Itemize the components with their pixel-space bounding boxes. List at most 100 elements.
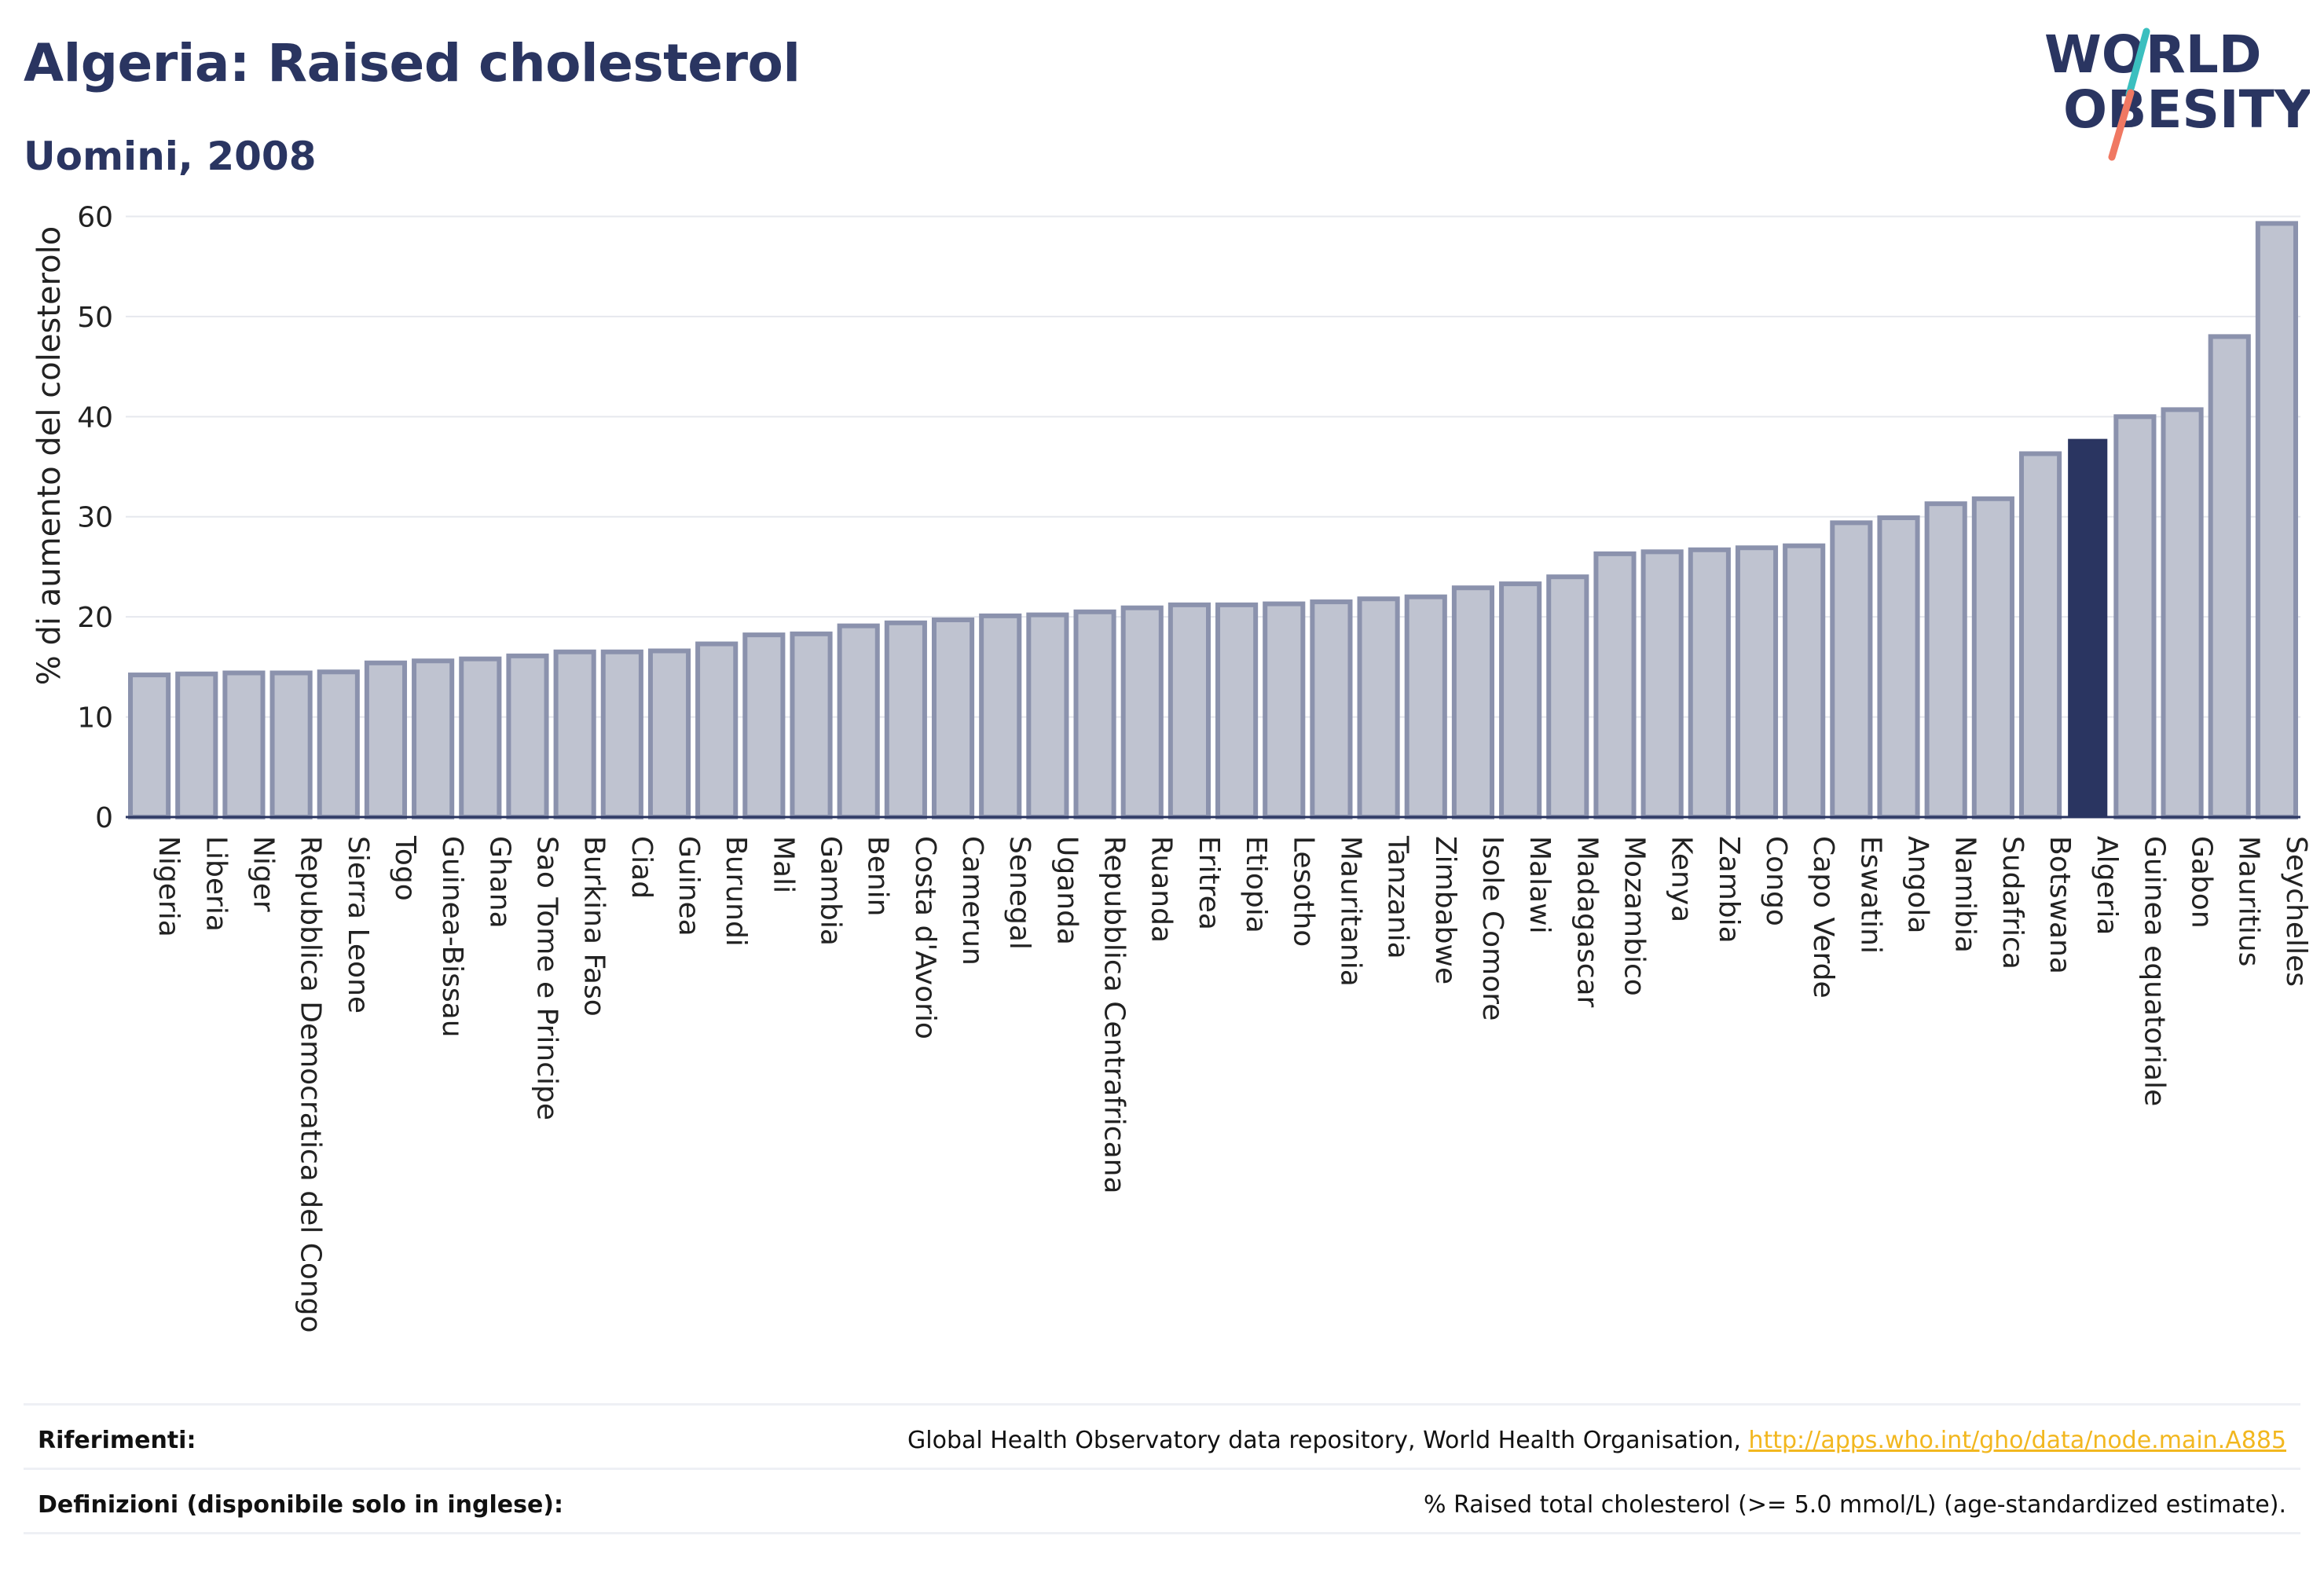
x-tick-label: Algeria: [2091, 836, 2123, 936]
world-obesity-logo: WORLD OBESITY: [2044, 24, 2310, 161]
x-tick-label: Eswatini: [1854, 836, 1886, 954]
bar: [647, 648, 691, 820]
footer-divider-bottom: [24, 1532, 2300, 1534]
x-tick-label: Mozambico: [1618, 836, 1650, 996]
bar: [1026, 612, 1069, 819]
bar: [222, 670, 266, 819]
bar: [742, 632, 786, 820]
bar: [506, 653, 549, 820]
bar: [884, 620, 927, 819]
x-tick-label: Kenya: [1666, 836, 1698, 922]
x-tick-label: Zambia: [1713, 836, 1745, 944]
bar: [1593, 551, 1637, 819]
bar: [2161, 407, 2204, 819]
x-tick-label: Burundi: [720, 836, 752, 947]
bar: [837, 623, 880, 819]
y-tick-label: 30: [77, 502, 113, 534]
bar: [2208, 334, 2251, 819]
x-tick-label: Gabon: [2186, 836, 2218, 929]
references-label: Riferimenti:: [38, 1427, 196, 1454]
y-tick-label: 0: [95, 802, 113, 834]
x-tick-label: Ciad: [625, 836, 658, 899]
x-tick-label: Guinea-Bissau: [436, 836, 468, 1038]
x-tick-label: Tanzania: [1382, 835, 1414, 959]
bar: [979, 613, 1022, 819]
x-tick-label: Sudafrica: [1996, 836, 2029, 969]
logo-slash-teal: [2125, 27, 2150, 98]
bar: [269, 670, 313, 819]
x-tick-label: Lesotho: [1287, 836, 1319, 947]
x-tick-label: Benin: [862, 836, 894, 916]
bar: [1735, 545, 1779, 819]
logo-line2: OBESITY: [2063, 79, 2310, 140]
x-tick-label: Etiopia: [1240, 836, 1272, 933]
bar: [317, 669, 360, 820]
y-tick-label: 50: [77, 302, 113, 334]
footer-divider-top: [24, 1403, 2300, 1406]
x-tick-label: Gambia: [815, 836, 847, 946]
bar: [1971, 496, 2014, 819]
x-tick-label: Namibia: [1949, 836, 1981, 953]
x-tick-label: Niger: [247, 836, 279, 912]
bar-chart: 0 10 20 30 40 50 60 Nigeria Liberia Niger Repubbl…: [31, 201, 2312, 1333]
definitions-text: % Raised total cholesterol (>= 5.0 mmol/…: [1424, 1491, 2286, 1519]
bar: [695, 641, 739, 819]
x-tick-label: Congo: [1760, 836, 1792, 926]
x-tick-label: Capo Verde: [1807, 836, 1839, 999]
bar: [1688, 547, 1731, 820]
bar: [1310, 599, 1353, 819]
x-tick-label: Uganda: [1050, 836, 1083, 945]
x-tick-label: Mauritius: [2233, 836, 2265, 966]
bar-highlight: [2068, 438, 2108, 818]
x-tick-label: Guinea: [673, 836, 705, 936]
bar: [1783, 543, 1826, 819]
bar: [1877, 515, 1920, 819]
x-tick-label: Sierra Leone: [342, 836, 374, 1013]
bar: [1451, 585, 1495, 819]
references-value: Global Health Observatory data repositor…: [907, 1427, 2286, 1454]
x-tick-labels: Nigeria Liberia Niger Repubblica Democratic…: [152, 835, 2312, 1333]
bar: [931, 617, 975, 820]
x-tick-label: Senegal: [1003, 836, 1036, 950]
bars: [128, 221, 2298, 820]
bar: [2113, 414, 2157, 819]
x-tick-label: Madagascar: [1571, 836, 1603, 1008]
bar: [1830, 520, 1873, 819]
bar: [1640, 549, 1684, 819]
x-tick-label: Guinea equatoriale: [2138, 836, 2170, 1106]
x-tick-label: Isole Comore: [1476, 836, 1508, 1021]
bar: [1167, 602, 1211, 819]
x-tick-label: Ruanda: [1146, 836, 1178, 943]
x-tick-label: Costa d'Avorio: [909, 836, 941, 1039]
bar: [128, 673, 171, 819]
footer-references-row: Riferimenti: Global Health Observatory d…: [38, 1411, 2286, 1474]
bar: [1120, 605, 1164, 819]
x-tick-label: Liberia: [200, 836, 232, 932]
bar: [600, 649, 643, 819]
bar: [1404, 594, 1447, 819]
x-tick-label: Burkina Faso: [578, 836, 610, 1017]
x-tick-label: Nigeria: [152, 836, 185, 937]
x-tick-label: Sao Tome e Principe: [530, 836, 563, 1120]
bar: [1357, 596, 1400, 820]
y-tick-label: 10: [77, 702, 113, 735]
logo-line1: WORLD: [2044, 24, 2262, 85]
y-tick-label: 40: [77, 401, 113, 434]
y-tick-label: 20: [77, 602, 113, 634]
x-tick-label: Malawi: [1523, 836, 1556, 934]
x-tick-label: Botswana: [2044, 836, 2076, 974]
x-tick-label: Ghana: [483, 836, 515, 929]
bar: [364, 660, 408, 819]
bar: [2255, 221, 2298, 820]
x-tick-label: Camerun: [956, 836, 988, 966]
bar: [175, 671, 218, 820]
y-tick-labels: 0 10 20 30 40 50 60: [77, 201, 113, 834]
bar: [412, 658, 455, 820]
references-link[interactable]: http://apps.who.int/gho/data/node.main.A…: [1748, 1427, 2286, 1454]
bar: [459, 656, 502, 820]
references-text: Global Health Observatory data repositor…: [907, 1427, 1749, 1454]
definitions-label: Definizioni (disponibile solo in inglese…: [38, 1491, 563, 1519]
y-tick-label: 60: [77, 201, 113, 233]
chart-subtitle: Uomini, 2008: [24, 134, 317, 179]
logo-slash-coral: [2108, 89, 2135, 161]
